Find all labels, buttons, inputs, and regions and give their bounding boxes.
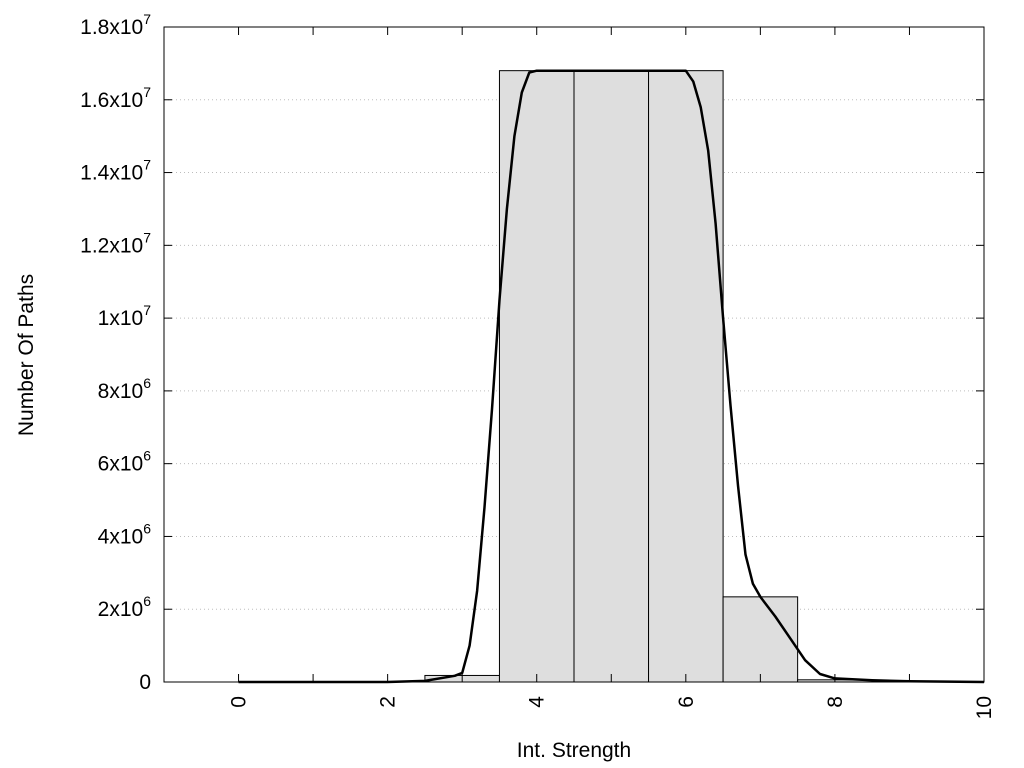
ticks-layer: 0 2x106 4x106 6x106 8x106 1x107 1.2x107 1.4x107…: [80, 11, 996, 719]
histogram-bar: [573, 70, 650, 683]
y-tick-label: 1.2x107: [80, 229, 151, 257]
plot-frame: [163, 26, 985, 683]
y-tick-label: 6x106: [98, 448, 152, 476]
y-tick-label: 8x106: [98, 375, 152, 403]
y-tick-label: 4x106: [98, 520, 152, 548]
x-tick-label: 0: [228, 696, 251, 708]
y-axis-title: Number Of Paths: [15, 274, 38, 436]
y-tick-label: 0: [139, 671, 151, 694]
grid-layer: [164, 99, 984, 610]
y-tick-label: 1.4x107: [80, 157, 151, 185]
fit-curve: [238, 69, 985, 684]
x-tick-label: 8: [824, 696, 847, 708]
curve-layer: [238, 69, 985, 684]
bars-layer: [424, 70, 873, 683]
y-tick-label: 1x107: [98, 302, 152, 330]
y-tick-label: 1.8x107: [80, 11, 151, 39]
y-tick-label: 2x106: [98, 593, 152, 621]
x-tick-label: 2: [377, 696, 400, 708]
x-tick-label: 6: [675, 696, 698, 708]
y-tick-label: 1.6x107: [80, 84, 151, 112]
histogram-bar: [722, 596, 799, 683]
histogram-bar: [648, 70, 724, 683]
x-axis-title: Int. Strength: [517, 739, 631, 762]
x-tick-label: 4: [526, 696, 549, 708]
x-tick-label: 10: [973, 696, 996, 719]
